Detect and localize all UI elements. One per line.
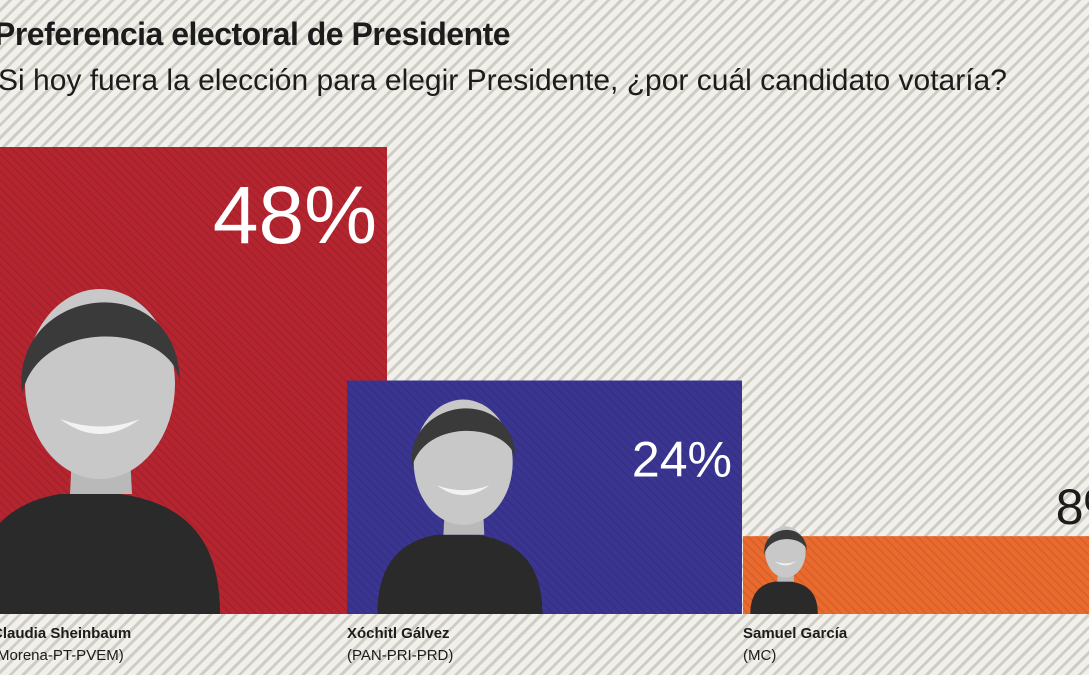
portrait-claudia-sheinbaum-icon: [0, 289, 220, 614]
value-label-xochitl-galvez: 24%: [632, 432, 732, 488]
candidate-name-xochitl-galvez: Xóchitl Gálvez: [347, 625, 450, 642]
value-label-claudia-sheinbaum: 48%: [213, 170, 377, 261]
chart-title: Preferencia electoral de Presidente: [0, 16, 511, 52]
portrait-xochitl-galvez-icon: [377, 399, 543, 614]
value-label-samuel-garcia: 8%: [1056, 479, 1089, 535]
candidate-party-xochitl-galvez: (PAN-PRI-PRD): [347, 647, 453, 664]
chart-subtitle: Si hoy fuera la elección para elegir Pre…: [0, 64, 1007, 97]
candidate-name-claudia-sheinbaum: Claudia Sheinbaum: [0, 625, 131, 642]
candidate-party-claudia-sheinbaum: (Morena-PT-PVEM): [0, 647, 124, 664]
candidate-name-samuel-garcia: Samuel García: [743, 625, 848, 642]
portrait-samuel-garcia-icon: [750, 526, 818, 614]
candidate-party-samuel-garcia: (MC): [743, 647, 776, 664]
